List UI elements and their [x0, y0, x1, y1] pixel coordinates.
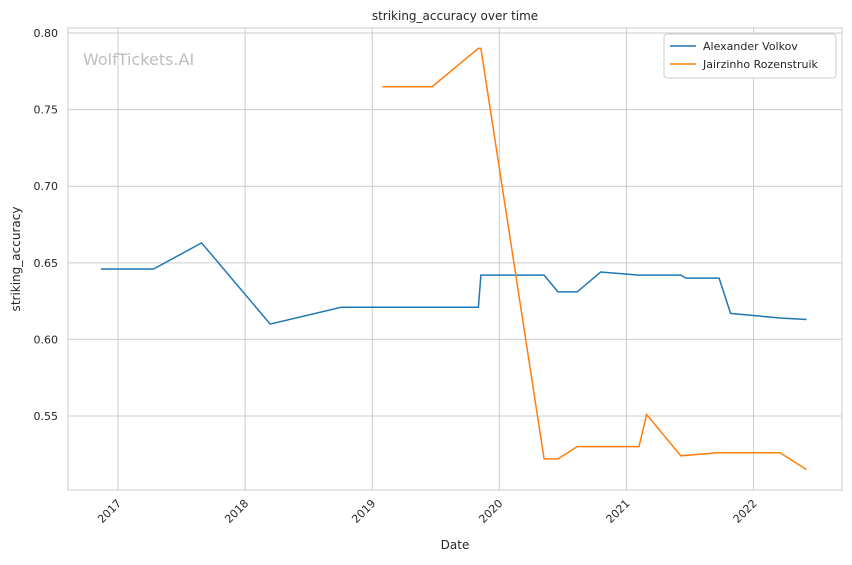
- y-axis-label: striking_accuracy: [9, 207, 23, 312]
- legend-label: Alexander Volkov: [703, 40, 798, 53]
- y-tick-label: 0.55: [34, 410, 59, 423]
- y-tick-label: 0.65: [34, 257, 59, 270]
- watermark: WolfTickets.AI: [83, 50, 194, 69]
- y-tick-label: 0.75: [34, 104, 59, 117]
- legend-box: [663, 33, 837, 79]
- plot-frame: [67, 27, 843, 491]
- y-tick-label: 0.70: [34, 180, 59, 193]
- x-axis-label: Date: [441, 538, 470, 552]
- legend: Alexander Volkov Jairzinho Rozenstruik: [663, 33, 837, 79]
- x-tick-label: 2017: [95, 497, 124, 526]
- series-line-1: [101, 241, 807, 325]
- x-tick-label: 2021: [604, 497, 633, 526]
- x-tick-label: 2022: [731, 497, 760, 526]
- y-tick-label: 0.60: [34, 333, 59, 346]
- series-line-2: [382, 47, 807, 471]
- x-tick-label: 2019: [349, 497, 378, 526]
- y-tick-label: 0.80: [34, 27, 59, 40]
- tick-labels: 2017 2018 2019 2020 2021 2022 0.55 0.60 0.65 0.70…: [34, 27, 760, 526]
- chart-title: striking_accuracy over time: [372, 9, 538, 23]
- x-tick-label: 2018: [222, 497, 251, 526]
- x-tick-label: 2020: [476, 497, 505, 526]
- legend-label: Jairzinho Rozenstruik: [702, 58, 819, 71]
- series-lines: [101, 47, 807, 471]
- grid: [68, 28, 842, 490]
